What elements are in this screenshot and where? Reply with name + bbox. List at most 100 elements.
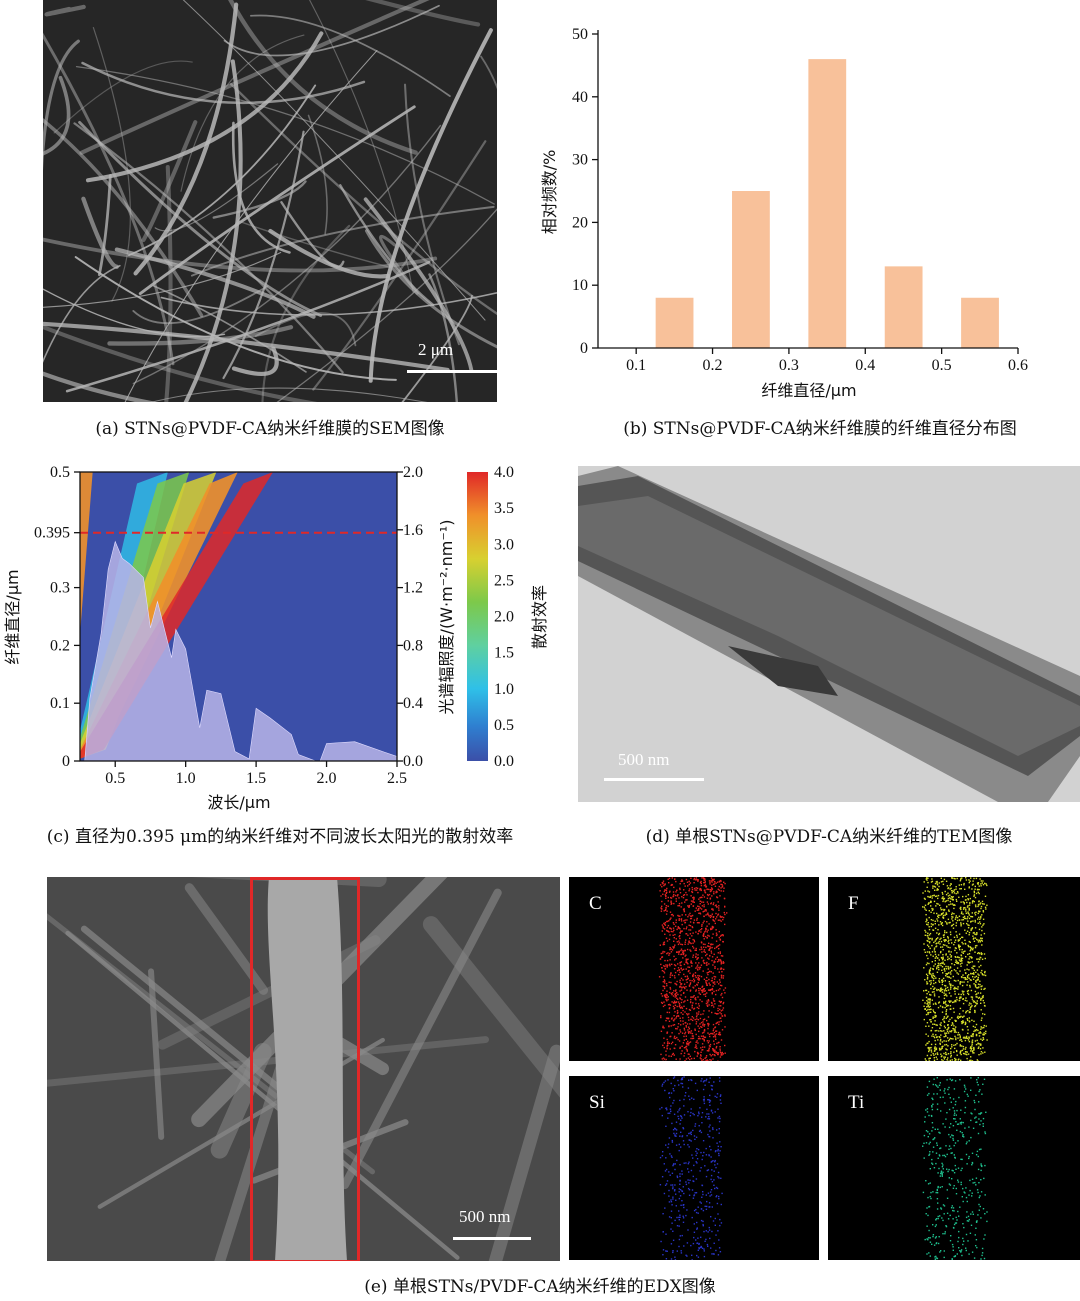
edx-dot [926, 1003, 928, 1005]
edx-dot [942, 1233, 944, 1235]
edx-dot [703, 1010, 705, 1012]
edx-dot [945, 1118, 947, 1120]
edx-dot [963, 903, 965, 905]
edx-dot [678, 1109, 680, 1111]
edx-dot [708, 1081, 710, 1083]
edx-dot [668, 1055, 670, 1057]
edx-dot [711, 1085, 714, 1087]
edx-dot [722, 961, 724, 963]
edx-dot [720, 934, 723, 936]
edx-dot [706, 893, 709, 896]
edx-dot [928, 1206, 930, 1208]
edx-dot [677, 993, 679, 996]
edx-dot [936, 882, 938, 884]
edx-dot [939, 914, 941, 916]
edx-dot [707, 973, 709, 976]
fiber [254, 312, 357, 347]
edx-dot [713, 920, 716, 922]
element-label: Si [589, 1092, 605, 1113]
edx-dot [685, 1092, 687, 1094]
edx-dot [700, 989, 703, 991]
edx-dot [956, 962, 958, 964]
edx-dot [685, 954, 687, 956]
edx-dot [926, 1225, 928, 1227]
edx-dot [714, 1224, 716, 1226]
edx-dot [675, 938, 677, 940]
edx-dot [687, 1044, 690, 1046]
edx-dot [978, 952, 981, 955]
edx-dot [943, 1058, 946, 1060]
edx-dot [946, 1016, 949, 1018]
edx-dot [669, 918, 671, 921]
edx-dot [956, 1123, 959, 1125]
edx-dot [676, 1015, 678, 1017]
edx-dot [947, 899, 949, 902]
edx-dot [717, 1013, 719, 1015]
edx-dot [961, 960, 963, 962]
edx-dot [953, 1118, 955, 1120]
edx-dot [943, 1250, 945, 1252]
fiber [183, 59, 243, 402]
edx-dot [663, 884, 665, 887]
edx-dot [976, 1246, 978, 1249]
edx-dot [929, 1241, 932, 1243]
edx-dot [974, 1040, 977, 1042]
edx-dot [688, 929, 690, 931]
edx-dot [966, 1093, 968, 1096]
edx-dot [695, 877, 698, 879]
edx-dot [981, 937, 983, 940]
edx-dot [977, 1168, 980, 1171]
edx-dot [715, 1030, 718, 1032]
edx-dot [712, 1253, 715, 1255]
edx-dot [974, 1026, 976, 1028]
edx-dot [942, 916, 945, 919]
edx-dot [703, 938, 705, 940]
edx-dot [931, 909, 934, 911]
edx-dot [928, 1011, 930, 1014]
edx-dot [942, 972, 944, 974]
edx-dot [695, 1178, 698, 1180]
edx-dot [673, 975, 676, 977]
edx-dot [720, 880, 722, 882]
edx-dot [964, 1100, 967, 1102]
edx-dot [972, 938, 975, 940]
edx-dot [674, 1084, 676, 1087]
edx-dot [967, 1032, 969, 1034]
edx-dot [932, 1017, 934, 1019]
edx-dot [683, 1143, 685, 1146]
edx-dot [694, 910, 696, 912]
edx-dot [666, 926, 668, 929]
fiber [268, 228, 391, 279]
edx-dot [693, 939, 695, 941]
edx-dot [676, 1250, 678, 1252]
edx-dot [682, 1127, 684, 1129]
edx-dot [982, 1038, 985, 1040]
edx-dot [941, 1041, 944, 1043]
edx-dot [695, 1154, 697, 1157]
edx-dot [962, 1037, 965, 1039]
edx-dot [967, 992, 969, 994]
edx-dot [717, 945, 719, 947]
edx-dot [686, 975, 688, 977]
edx-dot [974, 888, 976, 890]
edx-dot [953, 907, 955, 910]
edx-dot [679, 981, 681, 983]
edx-dot [718, 971, 720, 973]
edx-dot [978, 1182, 980, 1184]
edx-dot [661, 995, 664, 997]
edx-dot [967, 945, 970, 948]
edx-dot [709, 984, 711, 986]
edx-dot [720, 967, 722, 969]
edx-dot [670, 1258, 673, 1260]
edx-dot [923, 1134, 926, 1137]
edx-dot [696, 984, 699, 986]
edx-dot [949, 966, 952, 968]
edx-dot [951, 1169, 953, 1172]
edx-dot [947, 1032, 950, 1034]
edx-dot [724, 906, 726, 908]
edx-dot [960, 888, 962, 890]
edx-dot [932, 1146, 935, 1148]
edx-dot [971, 998, 974, 1000]
edx-dot [700, 946, 702, 948]
edx-dot [947, 887, 949, 890]
